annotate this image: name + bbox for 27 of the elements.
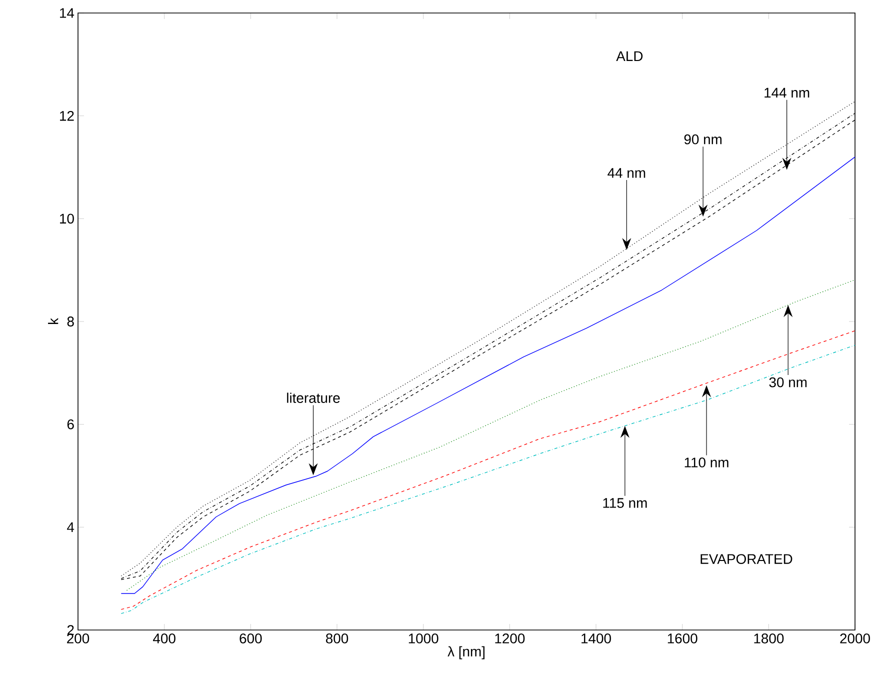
y-axis-title: k <box>48 318 58 324</box>
x-tick-label: 800 <box>326 634 348 644</box>
x-tick-label: 400 <box>153 634 176 644</box>
annotation: 90 nm <box>684 134 722 144</box>
y-tick-label: 14 <box>60 8 74 18</box>
x-tick-label: 1600 <box>668 634 698 644</box>
x-tick-label: 2000 <box>840 634 870 644</box>
y-tick-label: 4 <box>67 522 74 532</box>
annotation: 110 nm <box>684 458 728 468</box>
annotation: ALD <box>616 51 643 61</box>
x-axis-title: λ [nm] <box>448 646 484 660</box>
annotation: 144 nm <box>764 88 810 98</box>
y-tick-label: 10 <box>60 214 74 224</box>
y-tick-label: 6 <box>67 419 74 430</box>
x-tick-label: 200 <box>67 634 90 644</box>
annotation: EVAPORATED <box>700 554 792 564</box>
annotation: 30 nm <box>769 377 807 388</box>
x-tick-label: 600 <box>240 634 262 644</box>
x-tick-label: 1000 <box>408 634 438 644</box>
y-tick-label: 12 <box>60 110 74 121</box>
x-tick-label: 1800 <box>754 634 784 644</box>
x-tick-label: 1400 <box>582 634 611 644</box>
annotation: literature <box>287 392 340 403</box>
x-tick-label: 1200 <box>495 634 525 644</box>
annotation: 44 nm <box>608 168 646 178</box>
y-tick-label: 8 <box>67 316 74 326</box>
annotation: 115 nm <box>603 498 647 508</box>
